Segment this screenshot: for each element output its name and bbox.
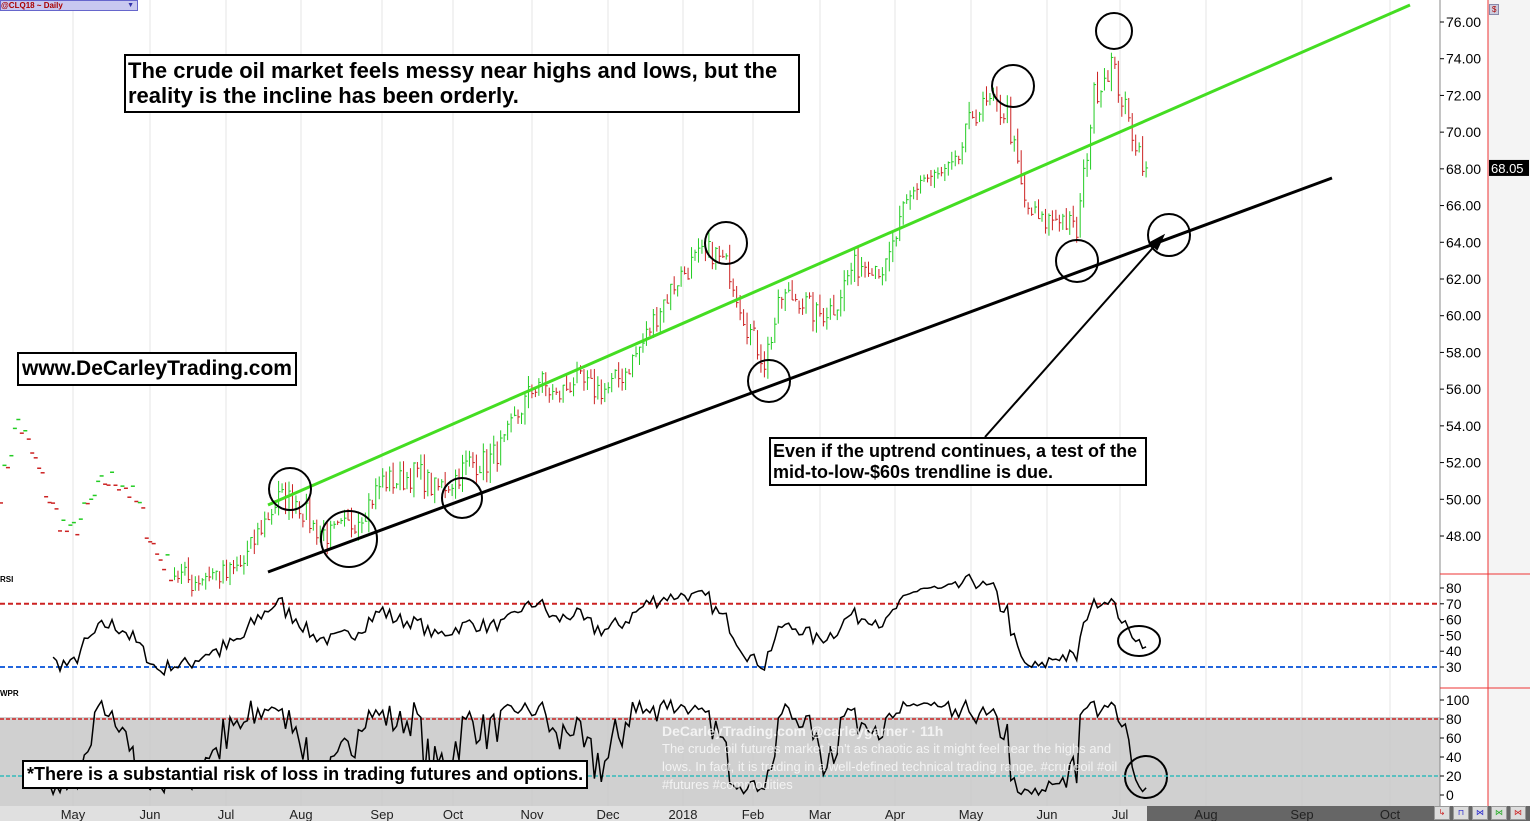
- wpr-tick-label: 100: [1446, 692, 1470, 708]
- arrow: [984, 233, 1166, 438]
- circle-marker: [441, 477, 483, 519]
- circle-marker: [1124, 755, 1168, 799]
- x-tick-label: Aug: [289, 807, 312, 821]
- x-tick-label: Jul: [1112, 807, 1129, 821]
- circle-marker: [704, 221, 748, 265]
- website-annotation: www.DeCarleyTrading.com: [17, 352, 297, 387]
- rsi-tick-label: 60: [1446, 612, 1462, 628]
- x-tick-label: Feb: [742, 807, 764, 821]
- tweet-text: The crude oil futures market isn't as ch…: [662, 741, 1118, 792]
- y-tick-label: 48.00: [1446, 528, 1481, 544]
- circle-marker: [747, 359, 791, 403]
- circle-marker: [1117, 625, 1161, 657]
- toolbar-icons: ↳ ⊓ ⋈ ⋈ ⋈: [1434, 806, 1526, 820]
- dropdown-chevron-icon[interactable]: ▼: [127, 2, 134, 9]
- rsi-panel: [0, 573, 1440, 677]
- y-tick-label: 50.00: [1446, 491, 1481, 507]
- tweet-overlay: DeCarleyTrading.com @carleygarner · 11h …: [662, 722, 1132, 794]
- symbol-label: @CLQ18 ~ Daily: [1, 1, 63, 10]
- y-tick-label: 64.00: [1446, 234, 1481, 250]
- y-tick-label: 58.00: [1446, 344, 1481, 360]
- upper-trendline: [267, 3, 1411, 507]
- y-tick-label: 74.00: [1446, 51, 1481, 67]
- y-tick-label: 68.00: [1446, 161, 1481, 177]
- circle-marker: [1055, 239, 1099, 283]
- x-tick-label: Dec: [596, 807, 620, 821]
- rsi-line: [52, 573, 1147, 677]
- scroll-right-icon[interactable]: ⊓: [1453, 806, 1469, 820]
- date-axis: [0, 806, 1147, 821]
- last-price-label: 68.05: [1491, 161, 1524, 176]
- lower-trendline: [267, 176, 1333, 574]
- scroll-left-icon[interactable]: ↳: [1434, 806, 1450, 820]
- x-tick-label: 2018: [669, 807, 698, 821]
- y-tick-label: 62.00: [1446, 271, 1481, 287]
- symbol-selector[interactable]: @CLQ18 ~ Daily ▼: [0, 0, 138, 11]
- wpr-tick-label: 20: [1446, 768, 1462, 784]
- zoom-icon[interactable]: ⋈: [1472, 806, 1488, 820]
- x-tick-label: Oct: [1380, 807, 1401, 821]
- x-tick-label: Oct: [443, 807, 464, 821]
- wpr-label: WPR: [0, 689, 19, 698]
- last-price-badge: [1489, 159, 1529, 176]
- currency-badge[interactable]: $: [1489, 4, 1500, 15]
- callout-annotation: Even if the uptrend continues, a test of…: [769, 437, 1147, 487]
- y-tick-label: 56.00: [1446, 381, 1481, 397]
- disclaimer-annotation: *There is a substantial risk of loss in …: [22, 760, 589, 789]
- y-tick-label: 70.00: [1446, 124, 1481, 140]
- x-tick-label: Jun: [140, 807, 161, 821]
- x-tick-label: Jun: [1037, 807, 1058, 821]
- x-tick-label: Aug: [1194, 807, 1217, 821]
- circle-marker: [1095, 12, 1133, 50]
- y-tick-label: 76.00: [1446, 14, 1481, 30]
- y-tick-label: 60.00: [1446, 308, 1481, 324]
- rsi-tick-label: 50: [1446, 627, 1462, 643]
- x-tick-label: Apr: [885, 807, 906, 821]
- x-tick-label: Mar: [809, 807, 832, 821]
- x-tick-label: Nov: [520, 807, 544, 821]
- touch-circles: [268, 12, 1191, 799]
- zoom-out-icon[interactable]: ⋈: [1510, 806, 1526, 820]
- y-tick-label: 66.00: [1446, 198, 1481, 214]
- wpr-tick-label: 0: [1446, 787, 1454, 803]
- x-tick-label: Jul: [218, 807, 235, 821]
- rsi-tick-label: 30: [1446, 659, 1462, 675]
- wpr-tick-label: 60: [1446, 730, 1462, 746]
- circle-marker: [268, 467, 312, 511]
- wpr-line: [48, 698, 1147, 797]
- circle-marker: [320, 510, 378, 568]
- x-tick-label: Sep: [370, 807, 393, 821]
- wpr-tick-label: 80: [1446, 711, 1462, 727]
- headline-annotation: The crude oil market feels messy near hi…: [124, 54, 800, 113]
- rsi-label: RSI: [0, 575, 14, 584]
- circle-marker: [1147, 213, 1191, 257]
- y-tick-label: 54.00: [1446, 418, 1481, 434]
- y-tick-label: 72.00: [1446, 87, 1481, 103]
- circle-marker: [991, 64, 1035, 108]
- tweet-author: DeCarleyTrading.com @carleygarner · 11h: [662, 723, 944, 739]
- grid: [72, 0, 1391, 806]
- rsi-tick-label: 40: [1446, 643, 1462, 659]
- rsi-tick-label: 80: [1446, 580, 1462, 596]
- wpr-tick-label: 40: [1446, 749, 1462, 765]
- x-tick-label: May: [959, 807, 984, 821]
- rsi-tick-label: 70: [1446, 596, 1462, 612]
- x-tick-label: Sep: [1290, 807, 1313, 821]
- zoom-in-icon[interactable]: ⋈: [1491, 806, 1507, 820]
- price-bars: [0, 52, 1149, 597]
- x-tick-label: May: [61, 807, 86, 821]
- y-tick-label: 52.00: [1446, 455, 1481, 471]
- scroll-area: [1488, 0, 1530, 806]
